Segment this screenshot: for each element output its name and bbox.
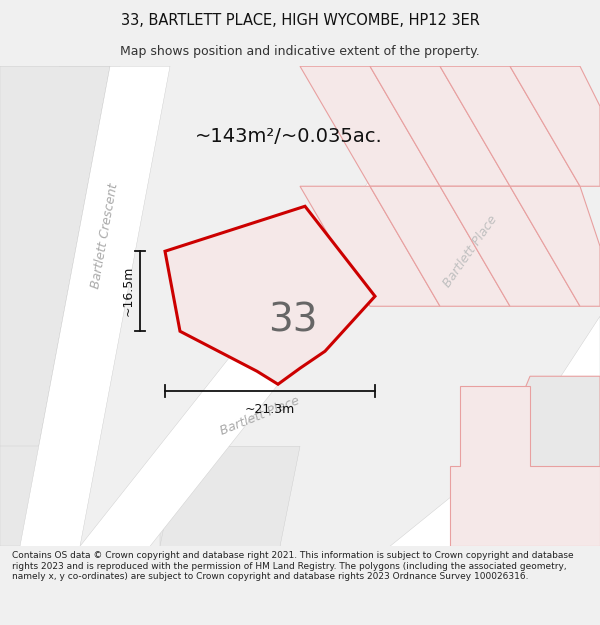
Polygon shape: [300, 186, 440, 306]
Text: Bartlett Crescent: Bartlett Crescent: [89, 182, 121, 290]
Text: Bartlett Place: Bartlett Place: [218, 394, 302, 438]
Polygon shape: [450, 386, 600, 546]
Text: Contains OS data © Crown copyright and database right 2021. This information is : Contains OS data © Crown copyright and d…: [12, 551, 574, 581]
Text: 33, BARTLETT PLACE, HIGH WYCOMBE, HP12 3ER: 33, BARTLETT PLACE, HIGH WYCOMBE, HP12 3…: [121, 13, 479, 28]
Polygon shape: [0, 66, 110, 546]
Polygon shape: [450, 376, 600, 546]
Polygon shape: [370, 186, 510, 306]
Text: 33: 33: [268, 301, 318, 339]
Text: Map shows position and indicative extent of the property.: Map shows position and indicative extent…: [120, 46, 480, 58]
Text: ~143m²/~0.035ac.: ~143m²/~0.035ac.: [195, 127, 383, 146]
Polygon shape: [510, 186, 600, 306]
Polygon shape: [165, 206, 375, 384]
Text: Bartlett Place: Bartlett Place: [440, 213, 500, 289]
Polygon shape: [160, 446, 300, 546]
Polygon shape: [20, 66, 170, 546]
Polygon shape: [390, 316, 600, 546]
Text: ~21.3m: ~21.3m: [245, 402, 295, 416]
Text: ~16.5m: ~16.5m: [121, 266, 134, 316]
Polygon shape: [440, 66, 580, 186]
Polygon shape: [440, 186, 580, 306]
Polygon shape: [0, 66, 120, 126]
Polygon shape: [510, 66, 600, 186]
Polygon shape: [160, 466, 280, 546]
Polygon shape: [0, 446, 80, 546]
Polygon shape: [80, 66, 530, 546]
Polygon shape: [300, 66, 440, 186]
Polygon shape: [370, 66, 510, 186]
